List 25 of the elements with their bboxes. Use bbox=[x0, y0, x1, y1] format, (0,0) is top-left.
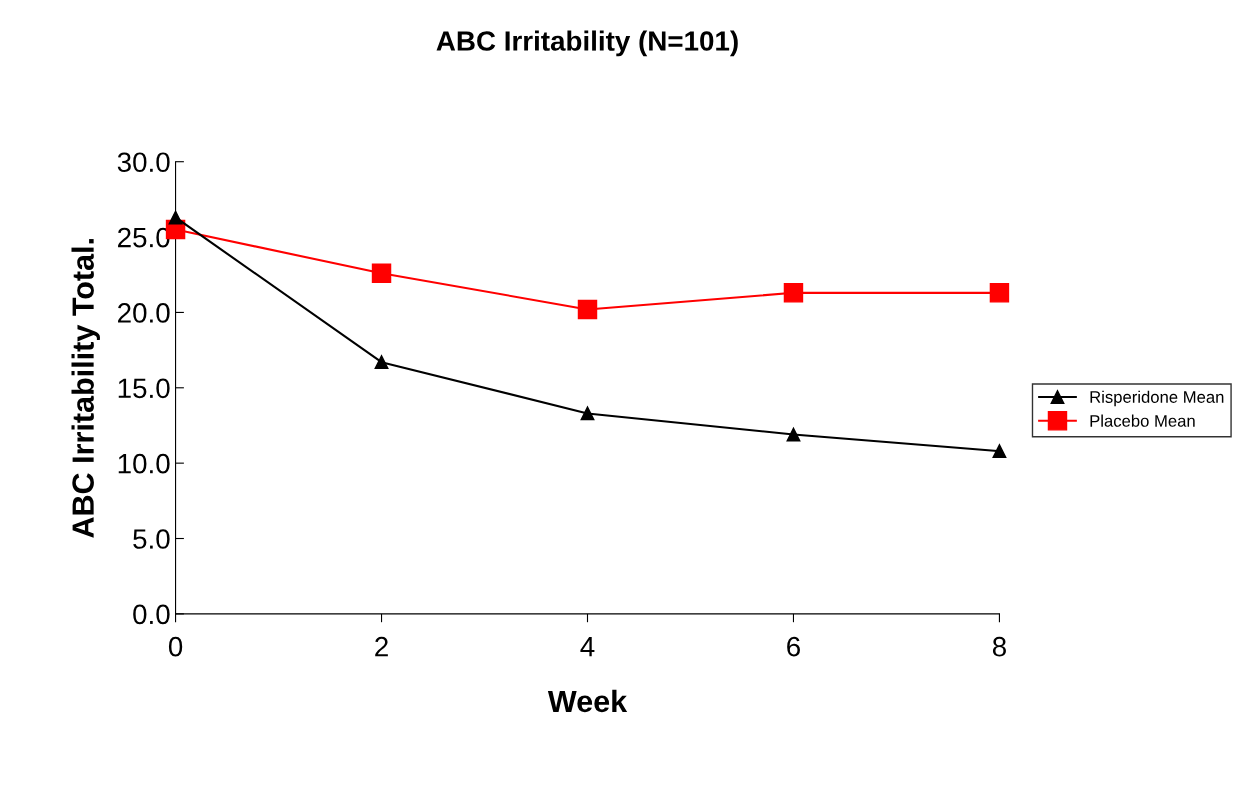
point bbox=[371, 263, 392, 283]
legend-label: Placebo Mean bbox=[1090, 414, 1195, 427]
x-tick-label: 0 bbox=[168, 636, 183, 657]
point bbox=[786, 427, 801, 442]
x-tick-label: 4 bbox=[580, 637, 595, 657]
y-tick-label: 30.0 bbox=[117, 152, 170, 173]
point bbox=[374, 355, 389, 370]
point bbox=[783, 283, 804, 303]
point bbox=[989, 283, 1010, 303]
point bbox=[992, 444, 1007, 459]
y-tick-label: 10.0 bbox=[118, 453, 170, 474]
y-axis-title: ABC Irritability Total. bbox=[71, 239, 100, 538]
point bbox=[168, 210, 183, 225]
point bbox=[580, 406, 595, 421]
x-tick-label: 8 bbox=[992, 636, 1006, 657]
y-tick-label: 0.0 bbox=[133, 604, 170, 625]
point bbox=[577, 299, 598, 320]
y-tick-label: 5.0 bbox=[133, 529, 170, 549]
x-tick-label: 2 bbox=[375, 636, 388, 657]
legend-label: Risperidone Mean bbox=[1090, 390, 1224, 407]
x-axis-title: Week bbox=[547, 689, 628, 713]
x-tick-label: 6 bbox=[787, 636, 800, 657]
y-tick-label: 20.0 bbox=[118, 303, 170, 323]
chart-title: ABC Irritability (N=101) bbox=[436, 30, 738, 57]
y-tick-label: 15.0 bbox=[118, 378, 170, 399]
